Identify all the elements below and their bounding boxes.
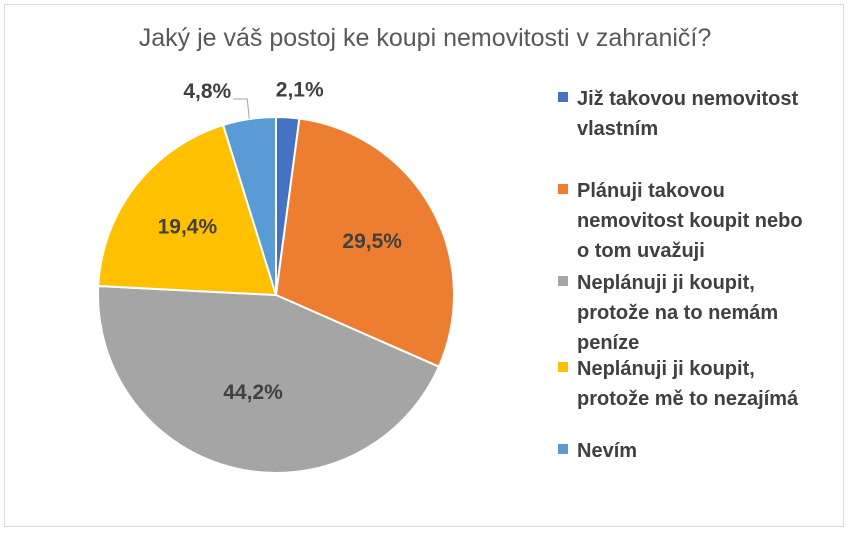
legend-item-2: Plánuji takovou nemovitost koupit nebo o… [558,176,837,266]
legend-item-1: Již takovou nemovitost vlastním [558,84,837,144]
legend-label: Již takovou nemovitost vlastním [577,88,799,140]
pie-slice-4 [97,123,278,297]
legend-label: Plánuji takovou nemovitost koupit nebo o… [577,180,803,262]
chart-title: Jaký je váš postoj ke koupi nemovitosti … [138,24,712,52]
legend-swatch [558,362,568,372]
pie-leader-line [233,98,250,120]
pie-slice-2 [274,117,455,369]
legend-swatch [558,92,568,102]
legend-swatch [558,444,568,454]
pie-label-2: 29,5% [342,230,402,253]
pie-label-3: 44,2% [223,381,283,404]
pie-label-5: 4,8% [183,80,231,103]
legend-item-4: Neplánuji ji koupit, protože mě to nezaj… [558,354,837,414]
pie-label-1: 2,1% [276,78,324,101]
pie-slice-3 [97,285,441,474]
legend-label: Nevím [577,440,638,462]
legend-item-5: Nevím [558,436,837,466]
legend-label: Neplánuji ji koupit, protože na to nemám… [577,272,779,354]
legend-swatch [558,276,568,286]
pie-slice-5 [221,115,277,296]
legend-swatch [558,184,568,194]
legend-item-3: Neplánuji ji koupit, protože na to nemám… [558,268,837,358]
pie-label-4: 19,4% [158,215,218,238]
legend-label: Neplánuji ji koupit, protože mě to nezaj… [577,358,799,410]
